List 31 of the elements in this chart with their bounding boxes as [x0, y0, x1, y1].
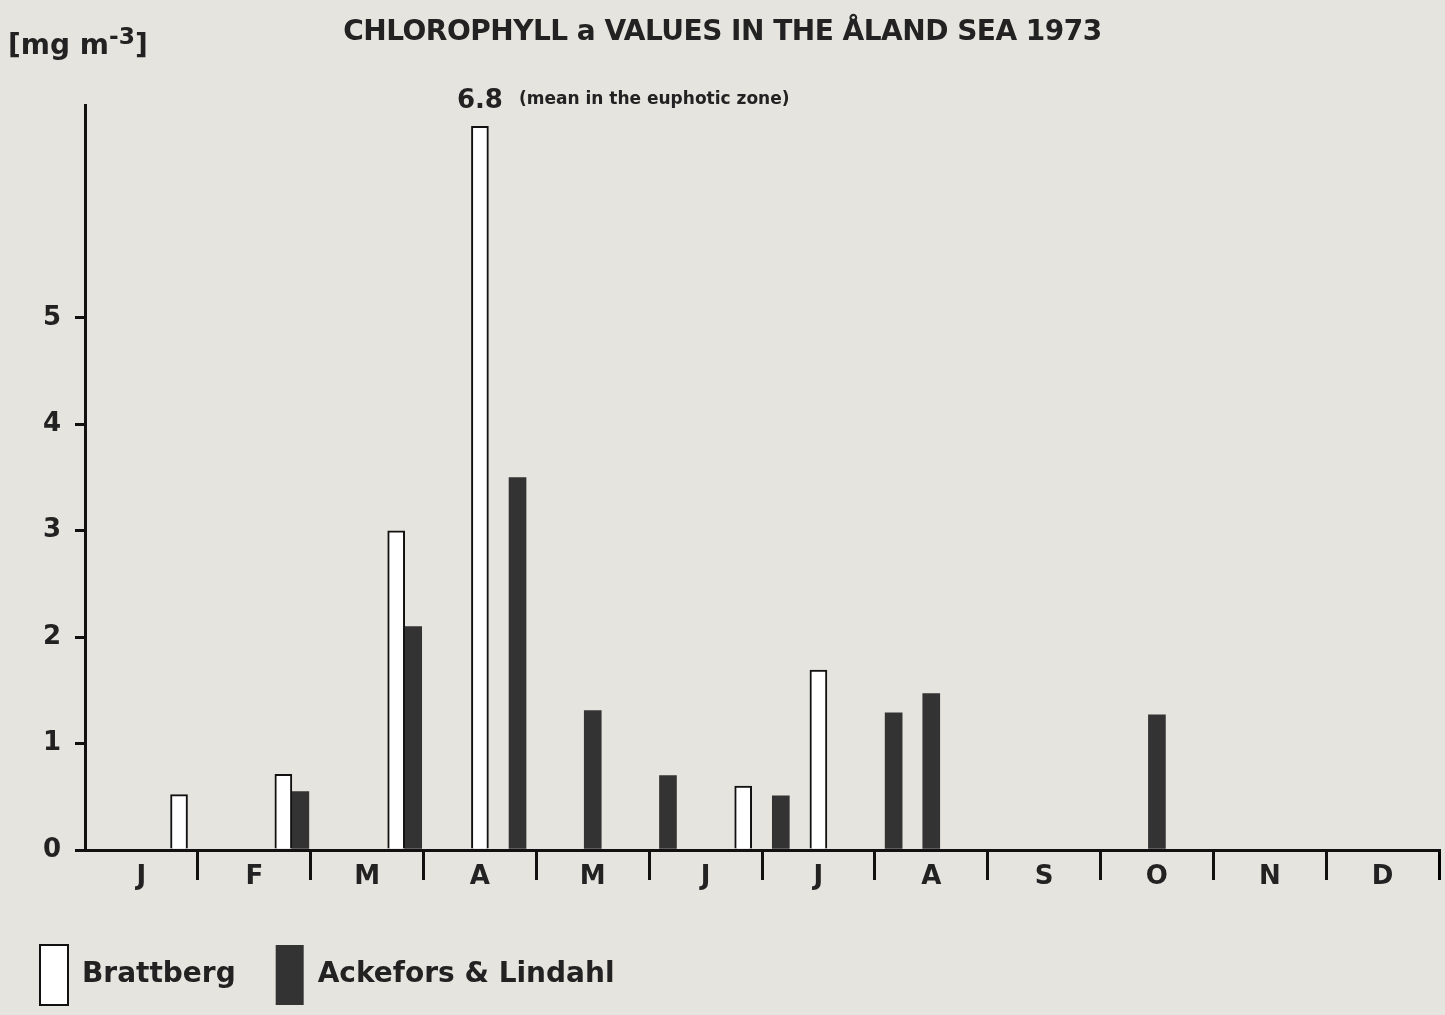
x-tick-label: M [579, 860, 606, 891]
bar [922, 693, 941, 849]
bar [771, 795, 790, 849]
data-label: 6.8 [456, 84, 503, 115]
y-tick-label: 0 [42, 832, 61, 863]
chart-title: CHLOROPHYLL a VALUES IN THE ÅLAND SEA 1973 [343, 14, 1102, 47]
y-tick-label: 2 [42, 619, 61, 650]
bar [659, 775, 677, 849]
x-tick-label: D [1371, 860, 1394, 891]
y-tick-label: 3 [42, 513, 61, 544]
x-tick-label: O [1145, 860, 1168, 891]
legend-label: Ackefors & Lindahl [317, 956, 615, 990]
x-tick-label: J [698, 860, 711, 891]
annotation: (mean in the euphotic zone) [518, 88, 790, 109]
y-tick-label: 4 [42, 407, 61, 438]
bar [583, 710, 602, 849]
x-tick-label: J [134, 860, 147, 891]
x-tick-label: M [354, 860, 381, 891]
legend-label: Brattberg [82, 956, 236, 990]
x-tick-label: A [469, 860, 490, 891]
x-tick-label: A [921, 860, 942, 891]
x-tick-label: J [811, 860, 824, 891]
x-tick-label: F [245, 860, 264, 891]
x-tick-label: N [1258, 860, 1281, 891]
bar [508, 477, 527, 849]
y-axis-title: [mg m$^{-3}$] [8, 22, 148, 62]
y-tick-label: 5 [42, 300, 61, 331]
x-tick-label: S [1034, 860, 1054, 891]
y-tick-label: 1 [42, 726, 61, 757]
bar [884, 712, 903, 849]
bar [1148, 714, 1166, 849]
